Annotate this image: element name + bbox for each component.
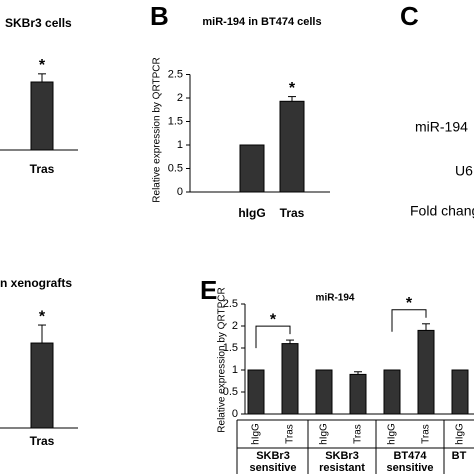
x-tick-label: Tras: [280, 206, 305, 220]
bar: [30, 81, 54, 151]
panel-label: C: [400, 1, 419, 31]
y-tick-label: 2.5: [168, 68, 183, 80]
group-label: SKBr3: [256, 450, 290, 462]
significance-mark: *: [39, 308, 46, 325]
y-axis-label: Relative expression by QRTPCR: [152, 57, 163, 202]
group-label: resistant: [319, 462, 365, 474]
group-label: sensitive: [386, 462, 433, 474]
group-label: sensitive: [249, 462, 296, 474]
y-tick-label: 1: [177, 139, 183, 151]
bar: [281, 343, 299, 415]
x-tick-label: hIgG: [387, 423, 398, 445]
row-label: U6: [455, 163, 473, 179]
bar: [349, 373, 367, 415]
significance-bracket: [391, 309, 427, 332]
x-tick-label: Tras: [30, 434, 55, 448]
x-tick-label: hIgG: [319, 423, 330, 445]
x-tick-label: hIgG: [251, 423, 262, 445]
y-tick-label: 2.5: [223, 298, 238, 310]
group-label: SKBr3: [325, 450, 359, 462]
y-tick-label: 0: [177, 186, 183, 198]
panel-label: E: [200, 275, 217, 305]
significance-mark: *: [39, 57, 46, 74]
y-tick-label: 2: [232, 320, 238, 332]
chart-title: miR-194: [316, 293, 355, 304]
bar: [30, 342, 54, 429]
x-tick-label: Tras: [285, 424, 296, 444]
y-tick-label: 1.5: [223, 342, 238, 354]
x-tick-label: Tras: [353, 424, 364, 444]
x-tick-label: Tras: [421, 424, 432, 444]
bar: [279, 100, 305, 193]
x-tick-label: Tras: [30, 162, 55, 176]
x-tick-label: hIgG: [455, 423, 466, 445]
bar: [239, 144, 265, 193]
row-label: Fold chang: [410, 203, 474, 219]
panel-label: B: [150, 1, 169, 31]
bar: [247, 369, 265, 415]
y-axis-label: Relative expression by QRTPCR: [217, 287, 228, 432]
bar: [417, 329, 435, 415]
bar: [315, 369, 333, 415]
significance-mark: *: [270, 311, 277, 328]
chart-title: SKBr3 cells: [5, 16, 72, 30]
group-label: BT474: [393, 450, 427, 462]
y-tick-label: 0.5: [223, 386, 238, 398]
y-tick-label: 0.5: [168, 162, 183, 174]
group-label: BT: [452, 450, 467, 462]
y-tick-label: 1: [232, 364, 238, 376]
significance-mark: *: [406, 295, 413, 312]
y-tick-label: 1.5: [168, 115, 183, 127]
significance-bracket: [255, 325, 291, 349]
row-label: miR-194: [415, 119, 468, 135]
x-tick-label: hIgG: [238, 206, 265, 220]
significance-mark: *: [289, 80, 296, 97]
chart-title: n xenografts: [0, 276, 72, 290]
y-tick-label: 2: [177, 92, 183, 104]
bar: [383, 369, 401, 415]
y-tick-label: 0: [232, 408, 238, 420]
chart-title: miR-194 in BT474 cells: [202, 16, 321, 28]
bar: [451, 369, 469, 415]
